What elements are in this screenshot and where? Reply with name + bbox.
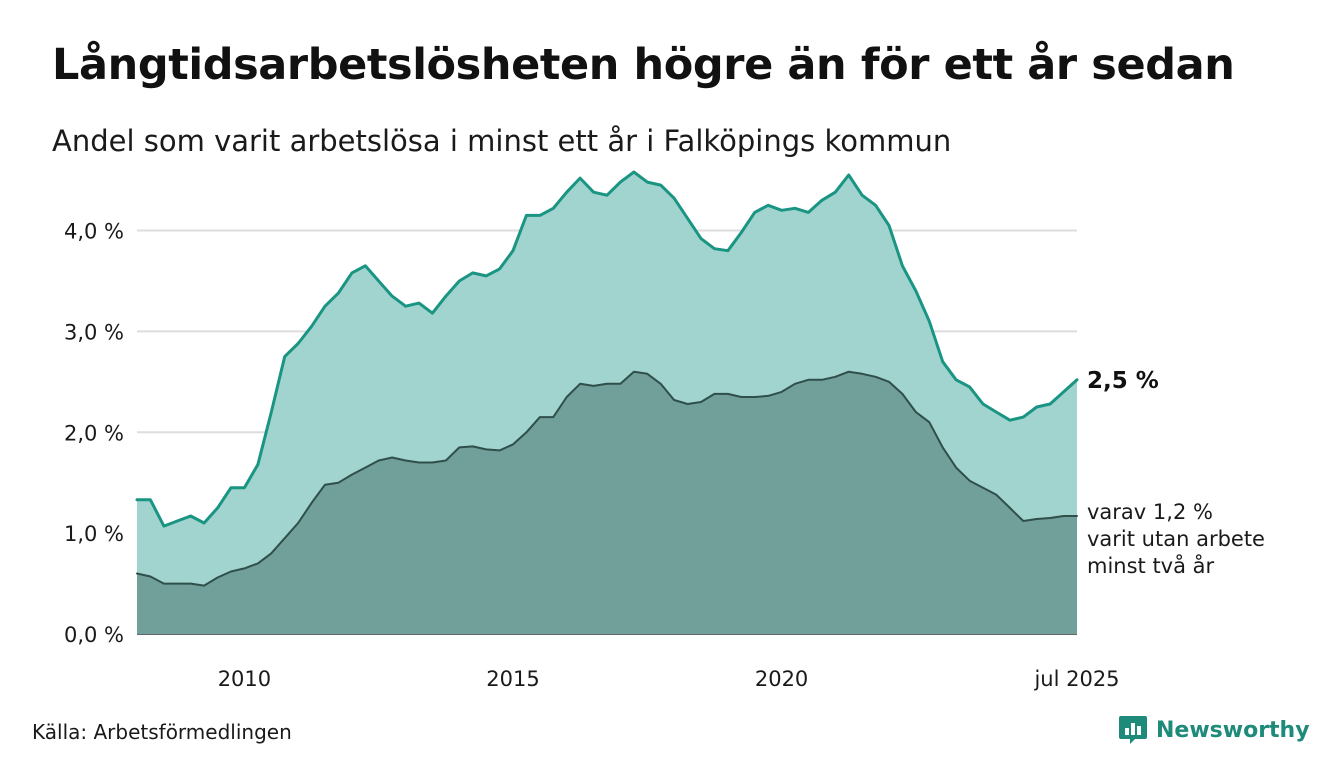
lower-end-label-line: varav 1,2 % xyxy=(1087,500,1213,524)
source-note: Källa: Arbetsförmedlingen xyxy=(32,720,292,744)
y-tick-label: 2,0 % xyxy=(64,421,124,445)
x-tick-label: 2010 xyxy=(218,667,271,691)
y-tick-label: 0,0 % xyxy=(64,623,124,647)
upper-series-line xyxy=(135,170,1079,528)
lower-end-label-line: minst två år xyxy=(1087,553,1215,578)
newsworthy-logo-icon xyxy=(1119,716,1147,744)
y-tick-label: 4,0 % xyxy=(64,220,124,244)
x-tick-label: 2020 xyxy=(755,667,808,691)
x-tick-label: jul 2025 xyxy=(1033,667,1119,691)
chart-subtitle: Andel som varit arbetslösa i minst ett å… xyxy=(52,124,952,158)
x-tick-label: 2015 xyxy=(486,667,539,691)
brand-logo: Newsworthy xyxy=(1118,714,1310,746)
lower-series-line xyxy=(136,370,1078,587)
y-tick-label: 3,0 % xyxy=(64,320,124,344)
chart-title: Långtidsarbetslösheten högre än för ett … xyxy=(52,40,1235,90)
brand-name: Newsworthy xyxy=(1156,717,1310,743)
axis-tick-labels: 0,0 % 1,0 % 2,0 % 3,0 % 4,0 % 2010 2015 2020 jul… xyxy=(64,220,1120,691)
lower-end-label-line: varit utan arbete xyxy=(1087,527,1265,551)
y-tick-label: 1,0 % xyxy=(64,522,124,546)
series-areas xyxy=(135,170,1079,634)
upper-end-label: 2,5 % xyxy=(1087,368,1159,394)
lower-series-area xyxy=(137,371,1077,634)
